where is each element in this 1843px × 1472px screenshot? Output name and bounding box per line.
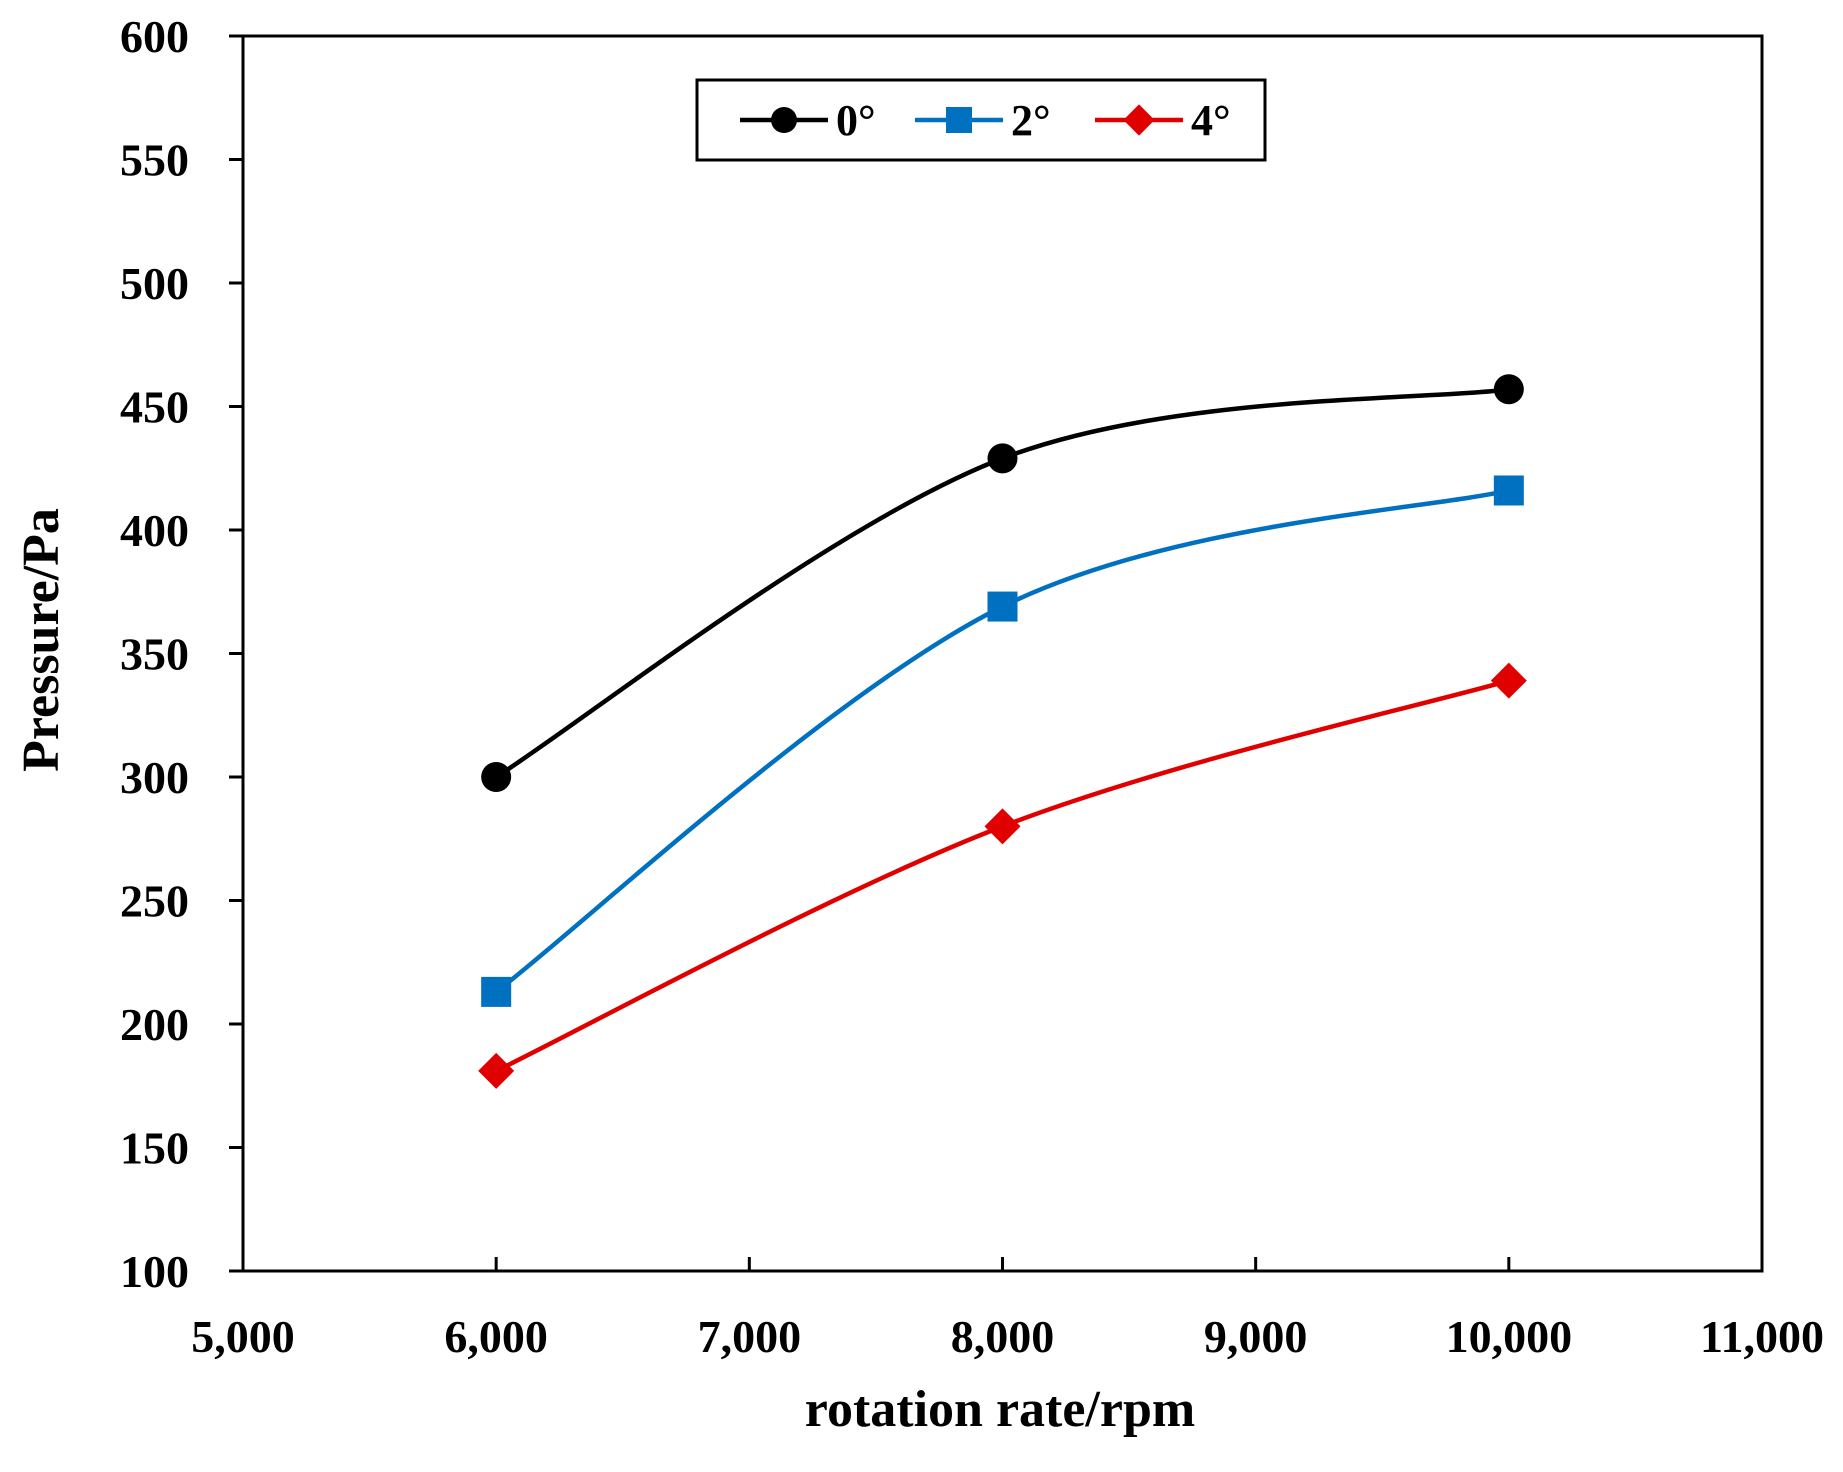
legend-marker: [771, 107, 797, 133]
y-tick-label: 550: [120, 135, 189, 186]
x-axis-title: rotation rate/rpm: [805, 1381, 1195, 1438]
series-line: [495, 678, 1510, 1073]
data-point: [984, 808, 1021, 845]
series-layer: [478, 374, 1527, 1089]
legend-label: 4°: [1191, 96, 1231, 145]
series-line: [494, 488, 1510, 994]
data-point: [1493, 374, 1524, 405]
y-tick-label: 100: [120, 1246, 189, 1297]
x-tick-label: 5,000: [191, 1311, 295, 1362]
legend-marker: [946, 107, 972, 133]
axis-titles-layer: rotation rate/rpm Pressure/Pa: [13, 508, 1195, 1438]
y-tick-label: 500: [120, 258, 189, 309]
legend-item: 2°: [915, 96, 1051, 145]
y-axis-title: Pressure/Pa: [13, 508, 70, 772]
data-point: [1490, 662, 1527, 699]
x-tick-label: 10,000: [1446, 1311, 1573, 1362]
x-tick-label: 7,000: [698, 1311, 802, 1362]
y-tick-label: 350: [120, 629, 189, 680]
series-2: [478, 662, 1527, 1089]
data-point: [987, 591, 1018, 622]
plot-frame: [241, 34, 1764, 1273]
data-point: [478, 1052, 515, 1089]
y-tick-label: 200: [120, 999, 189, 1050]
series-1: [481, 475, 1524, 1007]
data-point: [481, 762, 512, 792]
legend-item: 4°: [1095, 96, 1231, 145]
x-tick-label: 8,000: [951, 1311, 1055, 1362]
x-tick-label: 6,000: [444, 1311, 548, 1362]
axes-layer: 5,000 6,000 7,000 8,000 9,000 10,000 11,000 100…: [120, 11, 1824, 1362]
data-point: [1493, 475, 1524, 506]
y-tick-label: 300: [120, 752, 189, 803]
series-0: [481, 374, 1524, 792]
y-tick-label: 400: [120, 505, 189, 556]
legend-label: 0°: [836, 96, 876, 145]
legend-item: 0°: [740, 96, 876, 145]
x-tick-label: 11,000: [1700, 1311, 1824, 1362]
y-tick-label: 450: [120, 382, 189, 433]
legend-marker: [1123, 104, 1155, 136]
legend-label: 2°: [1011, 96, 1051, 145]
data-point: [481, 976, 512, 1007]
y-tick-label: 250: [120, 876, 189, 927]
data-point: [987, 443, 1018, 474]
y-tick-label: 600: [120, 11, 189, 62]
legend: 0° 2° 4°: [695, 78, 1267, 162]
x-tick-label: 9,000: [1204, 1311, 1308, 1362]
y-tick-label: 150: [120, 1123, 189, 1174]
